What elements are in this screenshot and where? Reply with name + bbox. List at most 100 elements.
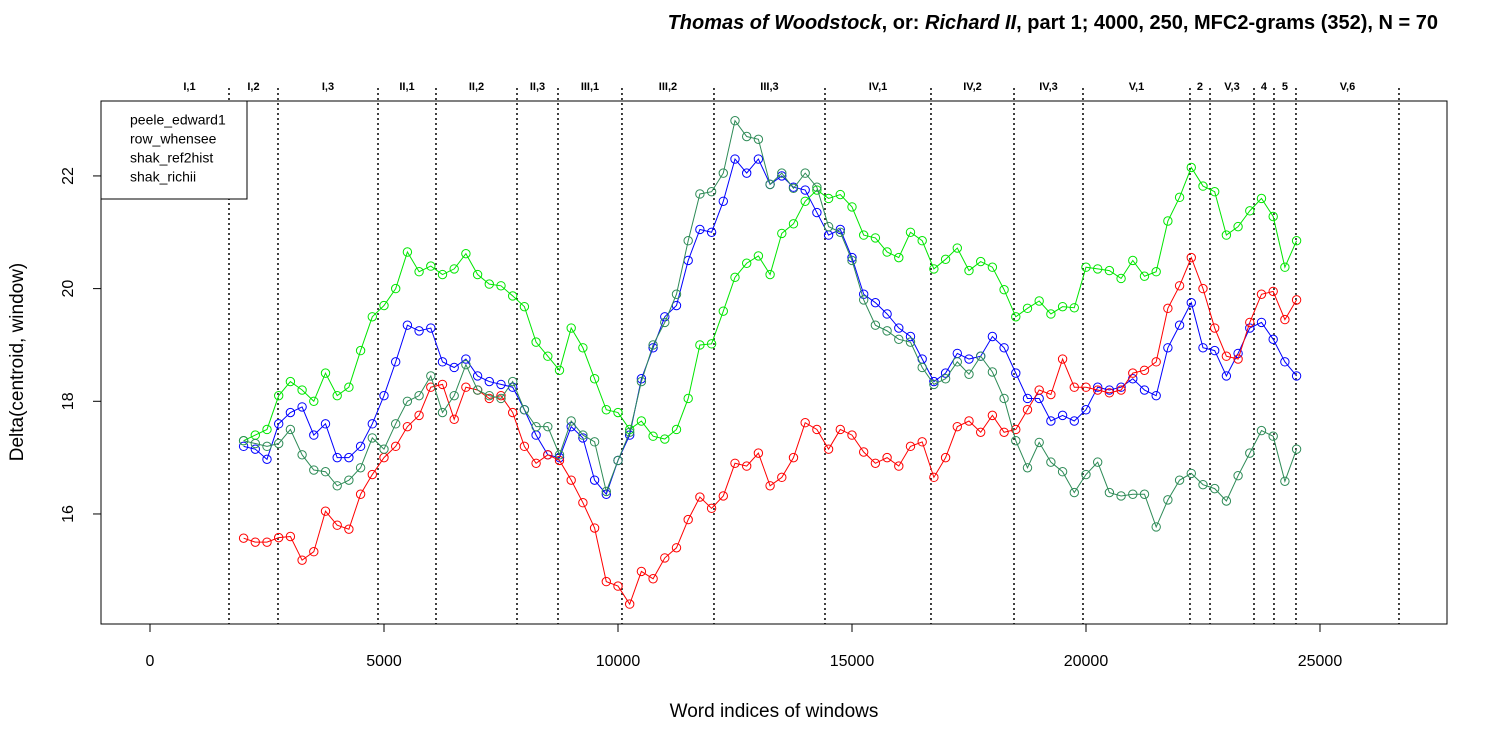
data-point <box>683 514 693 525</box>
data-point <box>835 189 845 200</box>
data-point <box>367 312 377 322</box>
data-point <box>624 424 635 435</box>
data-point <box>1011 436 1021 446</box>
data-point <box>578 343 588 353</box>
data-point <box>543 450 553 460</box>
data-point <box>929 264 939 274</box>
data-point <box>788 183 799 194</box>
data-point <box>1174 320 1185 330</box>
data-point <box>1221 351 1232 361</box>
data-point <box>449 264 459 274</box>
x-tick-label: 20000 <box>1064 653 1109 670</box>
data-point <box>1198 283 1208 294</box>
data-point <box>543 421 553 432</box>
data-point <box>250 444 260 454</box>
data-point <box>1092 457 1103 467</box>
series-line <box>243 119 1298 529</box>
data-point <box>1291 444 1302 454</box>
data-point <box>414 326 424 336</box>
scene-label: I,3 <box>322 81 334 93</box>
data-point <box>1104 388 1115 398</box>
data-point <box>273 390 284 401</box>
data-point <box>730 272 740 283</box>
data-point <box>1116 491 1126 501</box>
data-point <box>1069 382 1079 392</box>
data-point <box>847 202 857 212</box>
data-point <box>309 465 319 475</box>
data-point <box>320 506 331 516</box>
data-point <box>847 255 857 266</box>
data-point <box>1034 296 1044 306</box>
data-point <box>578 498 588 508</box>
data-point <box>1022 405 1033 415</box>
data-point <box>414 267 424 277</box>
data-point <box>894 323 904 333</box>
data-point <box>1128 368 1138 378</box>
data-point <box>1081 469 1091 480</box>
data-point <box>894 252 904 263</box>
data-point <box>917 362 927 373</box>
data-point <box>940 374 951 384</box>
data-point <box>332 520 342 530</box>
data-point <box>800 168 810 178</box>
data-point <box>1022 393 1033 404</box>
data-point <box>437 269 448 280</box>
data-point <box>718 491 728 501</box>
data-point <box>1198 343 1208 353</box>
scene-label: IV,1 <box>869 81 888 93</box>
data-point <box>648 343 658 353</box>
data-point <box>753 134 764 145</box>
data-point <box>940 452 951 463</box>
data-point <box>554 365 565 376</box>
data-point <box>812 182 822 192</box>
data-point <box>519 301 530 312</box>
data-point <box>718 196 728 206</box>
data-point <box>1057 467 1068 477</box>
data-point <box>531 337 541 347</box>
data-point <box>1245 206 1255 216</box>
title-part: Thomas of Woodstock <box>668 12 883 34</box>
data-point <box>1034 437 1044 448</box>
data-point <box>344 382 354 392</box>
data-point <box>309 547 319 557</box>
data-point <box>496 390 506 401</box>
data-point <box>1104 265 1115 276</box>
scene-label: II,3 <box>530 81 545 93</box>
data-point <box>589 437 600 447</box>
data-point <box>355 489 366 499</box>
data-point <box>788 219 799 229</box>
plot-frame <box>100 100 1448 625</box>
data-point <box>671 424 682 435</box>
data-point <box>1151 267 1161 277</box>
data-point <box>1104 385 1115 395</box>
data-point <box>952 357 962 367</box>
data-point <box>905 337 916 347</box>
scene-label: I,2 <box>247 81 259 93</box>
data-point <box>1116 273 1126 284</box>
data-point <box>1069 416 1079 426</box>
scene-label: III,2 <box>659 81 677 93</box>
data-point <box>1092 385 1103 395</box>
data-point <box>905 441 916 452</box>
scene-label: II,2 <box>469 81 484 93</box>
data-point <box>882 326 892 336</box>
data-point <box>1139 489 1150 499</box>
data-point <box>1209 323 1220 333</box>
data-point <box>437 379 448 390</box>
data-point <box>449 362 459 373</box>
x-tick-label: 15000 <box>830 653 875 670</box>
data-point <box>285 407 296 418</box>
data-point <box>437 357 448 367</box>
data-point <box>765 481 775 491</box>
data-point <box>975 351 986 361</box>
data-point <box>262 454 272 465</box>
data-point <box>531 458 541 468</box>
data-point <box>870 233 881 243</box>
data-point <box>1011 312 1021 322</box>
data-point <box>262 537 272 547</box>
data-point <box>507 291 518 301</box>
data-point <box>589 374 600 384</box>
y-tick-label: 20 <box>60 280 77 298</box>
data-point <box>800 196 810 206</box>
data-point <box>414 390 424 401</box>
